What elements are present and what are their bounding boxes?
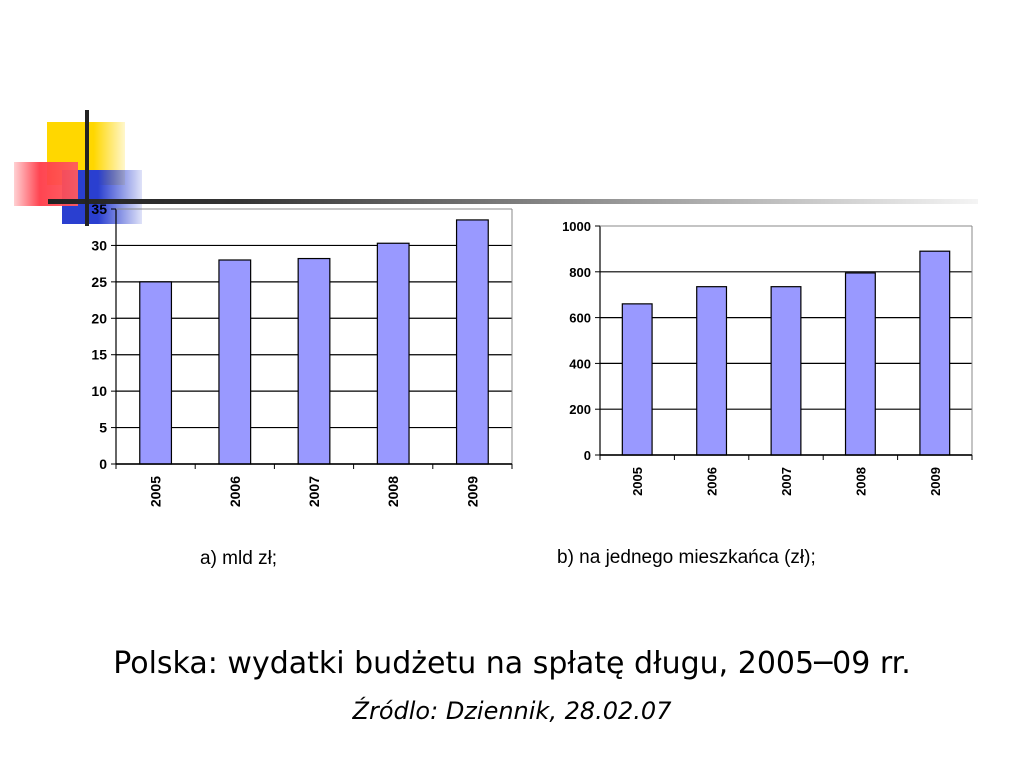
y-tick-label: 20 bbox=[91, 310, 107, 326]
x-tick-label: 2005 bbox=[630, 467, 645, 496]
bar bbox=[376, 242, 410, 465]
y-tick-label: 0 bbox=[99, 456, 107, 472]
y-tick-label: 30 bbox=[91, 237, 107, 253]
y-tick-label: 35 bbox=[91, 201, 107, 217]
slide-title: Polska: wydatki budżetu na spłatę długu,… bbox=[113, 646, 911, 681]
y-tick-label: 10 bbox=[91, 383, 107, 399]
x-tick-label: 2008 bbox=[853, 467, 868, 496]
x-tick-label: 2009 bbox=[928, 467, 943, 496]
bar bbox=[297, 257, 331, 465]
y-tick-label: 15 bbox=[91, 347, 107, 363]
x-tick-label: 2007 bbox=[779, 467, 794, 496]
bar bbox=[770, 286, 802, 456]
x-tick-label: 2006 bbox=[227, 476, 243, 507]
y-tick-label: 200 bbox=[569, 402, 591, 417]
y-tick-label: 5 bbox=[99, 420, 107, 436]
chart-b-per-capita: 0 200 400 600 800 1000 2005 2006 2007 2008 2009 bbox=[562, 219, 973, 496]
x-tick-label: 2009 bbox=[464, 476, 480, 507]
chart-b-caption: b) na jednego mieszkańca (zł); bbox=[557, 547, 816, 568]
slide-source: Źródlo: Dziennik, 28.02.07 bbox=[352, 697, 672, 725]
y-tick-label: 25 bbox=[91, 274, 107, 290]
bar bbox=[455, 219, 489, 465]
x-tick-label: 2006 bbox=[705, 467, 720, 496]
y-tick-label: 600 bbox=[569, 311, 591, 326]
decorative-red-square bbox=[14, 162, 78, 206]
y-tick-label: 1000 bbox=[562, 219, 591, 234]
decorative-horizontal-line bbox=[48, 199, 978, 204]
x-tick-label: 2008 bbox=[385, 476, 401, 507]
bar bbox=[919, 250, 951, 456]
x-tick-label: 2007 bbox=[306, 476, 322, 507]
bar bbox=[218, 259, 252, 465]
y-tick-label: 800 bbox=[569, 265, 591, 280]
chart-a-caption: a) mld zł; bbox=[200, 548, 278, 569]
decorative-vertical-line bbox=[85, 110, 89, 226]
y-tick-label: 400 bbox=[569, 356, 591, 371]
chart-a-budget-bln: 0 5 10 15 20 25 30 35 2005 2006 2007 2008 2009 bbox=[91, 201, 513, 507]
bar bbox=[139, 281, 173, 465]
bar bbox=[844, 272, 876, 456]
x-tick-label: 2005 bbox=[148, 476, 164, 507]
y-tick-label: 0 bbox=[584, 448, 591, 463]
bar bbox=[621, 303, 653, 456]
bar bbox=[696, 286, 728, 456]
